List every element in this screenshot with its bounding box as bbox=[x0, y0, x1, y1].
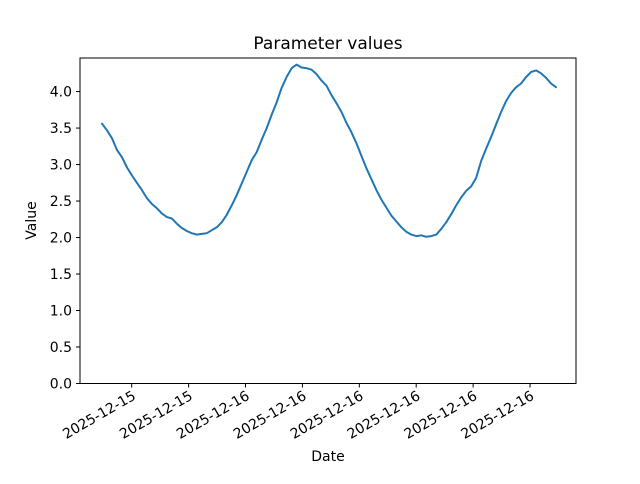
y-tick-label: 0.0 bbox=[50, 377, 72, 393]
y-tick-label: 1.0 bbox=[50, 304, 72, 320]
y-tick-label: 3.5 bbox=[50, 121, 72, 137]
y-axis-label: Value bbox=[24, 201, 40, 239]
chart-title: Parameter values bbox=[253, 34, 402, 54]
y-tick-label: 0.5 bbox=[50, 340, 72, 356]
plot-area bbox=[80, 58, 576, 384]
y-tick-label: 2.0 bbox=[50, 231, 72, 247]
y-tick-label: 1.5 bbox=[50, 267, 72, 283]
y-tick-label: 3.0 bbox=[50, 158, 72, 174]
y-axis-ticks: 0.0 0.5 1.0 1.5 2.0 2.5 3.0 3.5 4.0 bbox=[50, 85, 80, 393]
x-axis-ticks: 2025-12-152025-12-152025-12-162025-12-16… bbox=[60, 383, 537, 443]
y-tick-label: 4.0 bbox=[50, 85, 72, 101]
y-tick-label: 2.5 bbox=[50, 194, 72, 210]
data-line bbox=[101, 63, 557, 238]
axes-spines bbox=[79, 57, 577, 384]
x-axis-label: Date bbox=[311, 449, 344, 465]
